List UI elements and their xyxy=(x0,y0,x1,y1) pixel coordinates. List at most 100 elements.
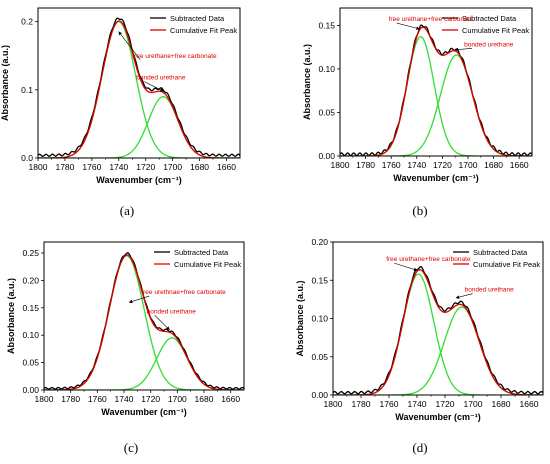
cumulative-fit-line xyxy=(44,254,244,390)
y-axis-label: Absorbance (a.u.) xyxy=(0,45,10,121)
x-tick-label: 1780 xyxy=(352,399,371,409)
x-tick-label: 1780 xyxy=(356,160,375,170)
legend-label-cumulative: Cumulative Fit Peak xyxy=(170,26,237,35)
x-tick-label: 1740 xyxy=(115,394,134,404)
annotation-arrow xyxy=(455,293,473,299)
y-tick-label: 0.2 xyxy=(21,17,33,27)
y-tick-label: 0.15 xyxy=(22,303,39,313)
panel-caption: (c) xyxy=(124,440,138,455)
annotation-arrow xyxy=(144,81,164,92)
x-tick-label: 1800 xyxy=(35,394,54,404)
peak-bonded-line xyxy=(44,337,244,390)
chart-panel-4: 1800 1780 1760 1740 1720 1700 1680 1660 0.00 0.05… xyxy=(295,237,544,455)
annotation-label: free urethnae+free carbonate xyxy=(141,289,226,296)
x-axis-label: Wavenumber (cm⁻¹) xyxy=(101,407,186,417)
annotation-arrow xyxy=(454,47,473,52)
y-tick-label: 0.0 xyxy=(21,153,33,163)
panel-caption: (d) xyxy=(412,440,427,455)
x-tick-label: 1760 xyxy=(382,160,401,170)
x-tick-label: 1720 xyxy=(141,394,160,404)
y-tick-label: 0.10 xyxy=(311,314,328,324)
y-tick-label: 0.15 xyxy=(318,20,335,30)
y-tick-label: 0.00 xyxy=(22,385,39,395)
x-tick-label: 1760 xyxy=(380,399,399,409)
peak-free-line xyxy=(38,20,240,158)
x-tick-label: 1700 xyxy=(163,162,182,172)
x-tick-label: 1800 xyxy=(324,399,343,409)
y-tick-label: 0.05 xyxy=(311,352,328,362)
x-axis-label: Wavenumber (cm⁻¹) xyxy=(395,412,480,422)
annotation-arrow xyxy=(128,295,150,304)
subtracted-data-line xyxy=(44,252,244,390)
y-tick-label: 0.10 xyxy=(318,64,335,74)
x-tick-label: 1720 xyxy=(436,399,455,409)
y-tick-label: 0.15 xyxy=(311,275,328,285)
x-tick-label: 1700 xyxy=(459,160,478,170)
y-tick-label: 0.05 xyxy=(318,107,335,117)
x-tick-label: 1660 xyxy=(510,160,529,170)
peak-free-line xyxy=(44,255,244,390)
annotation-arrow xyxy=(118,31,141,60)
x-tick-label: 1660 xyxy=(217,162,236,172)
peak-bonded-line xyxy=(333,306,543,395)
x-tick-label: 1740 xyxy=(109,162,128,172)
legend-label-cumulative: Cumulative Fit Peak xyxy=(473,260,540,269)
subtracted-data-line xyxy=(333,265,543,395)
cumulative-fit-line xyxy=(333,269,543,395)
peak-free-line xyxy=(340,36,532,156)
plot-frame xyxy=(37,7,241,159)
x-tick-label: 1720 xyxy=(433,160,452,170)
annotation-label: bonded urethane xyxy=(147,308,197,315)
legend-label-subtracted: Subtracted Data xyxy=(174,248,229,257)
legend-label-cumulative: Cumulative Fit Peak xyxy=(462,26,529,35)
annotation-label: free urethane+free carbonate xyxy=(389,16,474,23)
annotation-arrow xyxy=(394,262,418,272)
chart-panel-2: 1800 1780 1760 1740 1720 1700 1680 1660 0.00 0.05… xyxy=(302,7,533,218)
x-tick-label: 1780 xyxy=(55,162,74,172)
y-tick-label: 0.20 xyxy=(311,237,328,247)
x-tick-label: 1680 xyxy=(190,162,209,172)
chart-panel-3: 1800 1780 1760 1740 1720 1700 1680 1660 0.00 0.05… xyxy=(6,241,245,455)
plot-frame xyxy=(339,7,533,157)
panel-caption: (b) xyxy=(412,203,427,218)
y-tick-label: 0.00 xyxy=(311,390,328,400)
y-tick-label: 0.25 xyxy=(22,248,39,258)
x-tick-label: 1780 xyxy=(61,394,80,404)
annotation-label: free urethane+free carbonate xyxy=(132,53,217,60)
x-tick-label: 1660 xyxy=(520,399,539,409)
legend-label-subtracted: Subtracted Data xyxy=(462,14,517,23)
y-axis-label: Absorbance (a.u.) xyxy=(6,278,16,354)
x-tick-label: 1700 xyxy=(168,394,187,404)
plot-frame xyxy=(43,241,245,391)
panel-caption: (a) xyxy=(120,203,134,218)
y-axis-label: Absorbance (a.u.) xyxy=(302,44,312,120)
x-tick-label: 1680 xyxy=(492,399,511,409)
y-tick-label: 0.1 xyxy=(21,85,33,95)
peak-bonded-line xyxy=(38,96,240,158)
x-axis-label: Wavenumber (cm⁻¹) xyxy=(96,175,181,185)
annotation-arrow xyxy=(154,315,170,331)
annotation-label: bonded urethane xyxy=(465,287,515,294)
annotation-label: bonded urethane xyxy=(136,75,186,82)
cumulative-fit-line xyxy=(38,20,240,158)
y-tick-label: 0.20 xyxy=(22,275,39,285)
x-tick-label: 1740 xyxy=(408,399,427,409)
x-tick-label: 1700 xyxy=(464,399,483,409)
legend-label-subtracted: Subtracted Data xyxy=(170,14,225,23)
x-tick-label: 1680 xyxy=(484,160,503,170)
x-tick-label: 1760 xyxy=(88,394,107,404)
peak-bonded-line xyxy=(340,54,532,156)
chart-panel-1: 1800 1780 1760 1740 1720 1700 1680 1660 0.0 0.1 0.… xyxy=(0,7,241,218)
x-tick-label: 1760 xyxy=(82,162,101,172)
y-tick-label: 0.00 xyxy=(318,151,335,161)
x-tick-label: 1800 xyxy=(331,160,350,170)
annotation-arrow xyxy=(396,22,420,30)
annotation-label: bonded urethane xyxy=(464,41,514,48)
x-tick-label: 1660 xyxy=(221,394,240,404)
x-tick-label: 1800 xyxy=(29,162,48,172)
subtracted-data-line xyxy=(38,17,240,157)
x-tick-label: 1720 xyxy=(136,162,155,172)
annotation-label: free urethane+free carbonate xyxy=(386,256,471,263)
legend-label-subtracted: Subtracted Data xyxy=(473,248,528,257)
